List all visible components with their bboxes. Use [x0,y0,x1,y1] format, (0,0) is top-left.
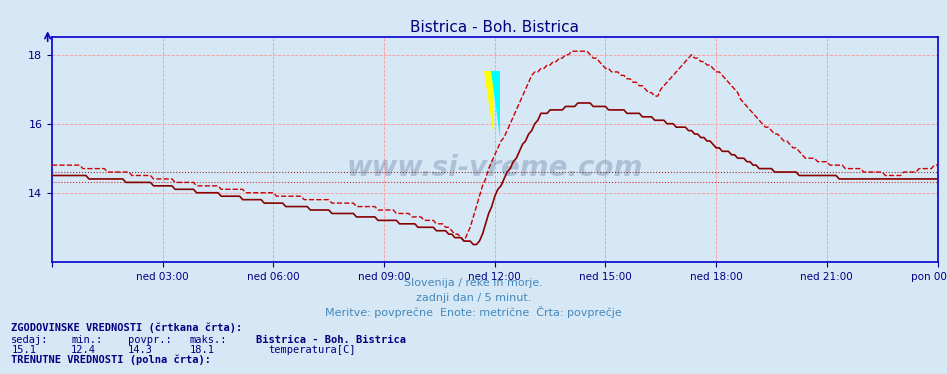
Text: povpr.:: povpr.: [128,335,171,345]
Title: Bistrica - Boh. Bistrica: Bistrica - Boh. Bistrica [410,20,580,35]
Text: Slovenija / reke in morje.: Slovenija / reke in morje. [404,278,543,288]
Text: 12.4: 12.4 [71,346,96,355]
Polygon shape [491,71,500,138]
Text: Meritve: povprečne  Enote: metrične  Črta: povprečje: Meritve: povprečne Enote: metrične Črta:… [325,306,622,318]
Text: 18.1: 18.1 [189,346,214,355]
Text: zadnji dan / 5 minut.: zadnji dan / 5 minut. [416,293,531,303]
Text: min.:: min.: [71,335,102,345]
Text: ZGODOVINSKE VREDNOSTI (črtkana črta):: ZGODOVINSKE VREDNOSTI (črtkana črta): [11,322,242,333]
Text: 15.1: 15.1 [11,346,36,355]
Text: TRENUTNE VREDNOSTI (polna črta):: TRENUTNE VREDNOSTI (polna črta): [11,354,211,365]
Text: 14.3: 14.3 [128,346,152,355]
Text: sedaj:: sedaj: [11,335,49,345]
Text: www.si-vreme.com: www.si-vreme.com [347,154,643,181]
Text: maks.:: maks.: [189,335,227,345]
Text: temperatura[C]: temperatura[C] [268,346,355,355]
Polygon shape [484,71,493,138]
Text: Bistrica - Boh. Bistrica: Bistrica - Boh. Bistrica [256,335,405,345]
